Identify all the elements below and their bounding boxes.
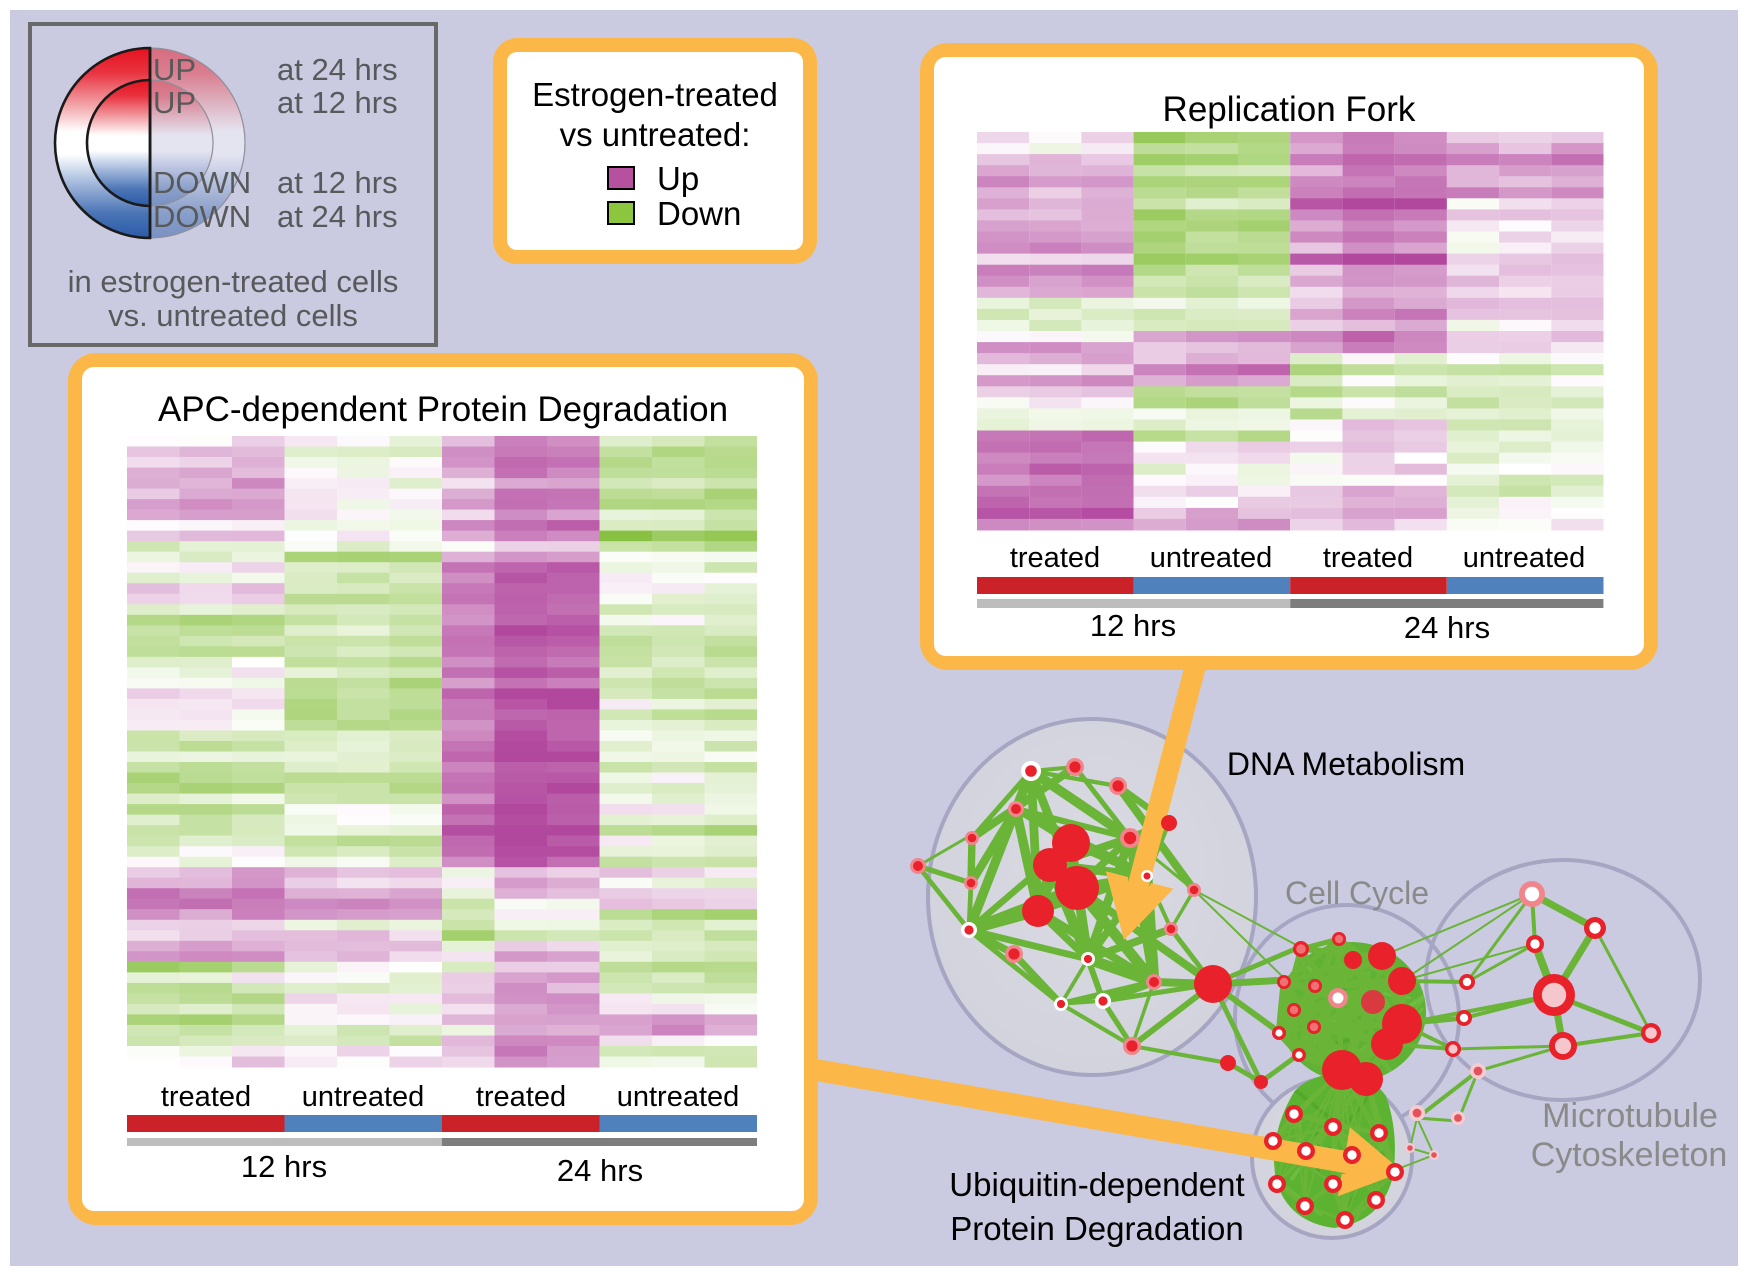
svg-text:treated: treated (476, 1081, 566, 1113)
svg-text:Replication Fork: Replication Fork (1163, 90, 1416, 129)
svg-text:24 hrs: 24 hrs (557, 1153, 643, 1188)
svg-text:vs. untreated cells: vs. untreated cells (108, 298, 358, 333)
svg-text:untreated: untreated (302, 1081, 425, 1113)
svg-text:Ubiquitin-dependent: Ubiquitin-dependent (949, 1166, 1244, 1203)
svg-text:treated: treated (161, 1081, 251, 1113)
svg-text:untreated: untreated (1463, 542, 1586, 574)
svg-text:UP: UP (153, 52, 196, 87)
svg-text:at 24 hrs: at 24 hrs (277, 52, 398, 87)
svg-text:Microtubule: Microtubule (1542, 1097, 1718, 1135)
svg-text:UP: UP (153, 85, 196, 120)
svg-text:Cytoskeleton: Cytoskeleton (1531, 1136, 1728, 1174)
svg-text:DOWN: DOWN (153, 199, 251, 234)
svg-text:DNA Metabolism: DNA Metabolism (1227, 746, 1465, 782)
svg-text:treated: treated (1323, 542, 1413, 574)
svg-text:Cell Cycle: Cell Cycle (1285, 875, 1429, 911)
svg-text:Down: Down (657, 195, 741, 232)
svg-text:DOWN: DOWN (153, 165, 251, 200)
svg-text:Protein Degradation: Protein Degradation (950, 1210, 1244, 1247)
svg-text:Up: Up (657, 160, 699, 197)
svg-text:untreated: untreated (1150, 542, 1273, 574)
svg-text:untreated: untreated (617, 1081, 740, 1113)
svg-text:Estrogen-treated: Estrogen-treated (532, 76, 778, 113)
svg-text:at 12 hrs: at 12 hrs (277, 165, 398, 200)
svg-text:at 24 hrs: at 24 hrs (277, 199, 398, 234)
svg-text:in estrogen-treated cells: in estrogen-treated cells (68, 264, 399, 299)
svg-text:12 hrs: 12 hrs (241, 1149, 327, 1184)
svg-text:24 hrs: 24 hrs (1404, 610, 1490, 645)
svg-text:12 hrs: 12 hrs (1090, 608, 1176, 643)
svg-text:vs untreated:: vs untreated: (560, 116, 751, 153)
svg-text:at 12 hrs: at 12 hrs (277, 85, 398, 120)
svg-text:APC-dependent Protein Degradat: APC-dependent Protein Degradation (158, 390, 728, 429)
svg-text:treated: treated (1010, 542, 1100, 574)
